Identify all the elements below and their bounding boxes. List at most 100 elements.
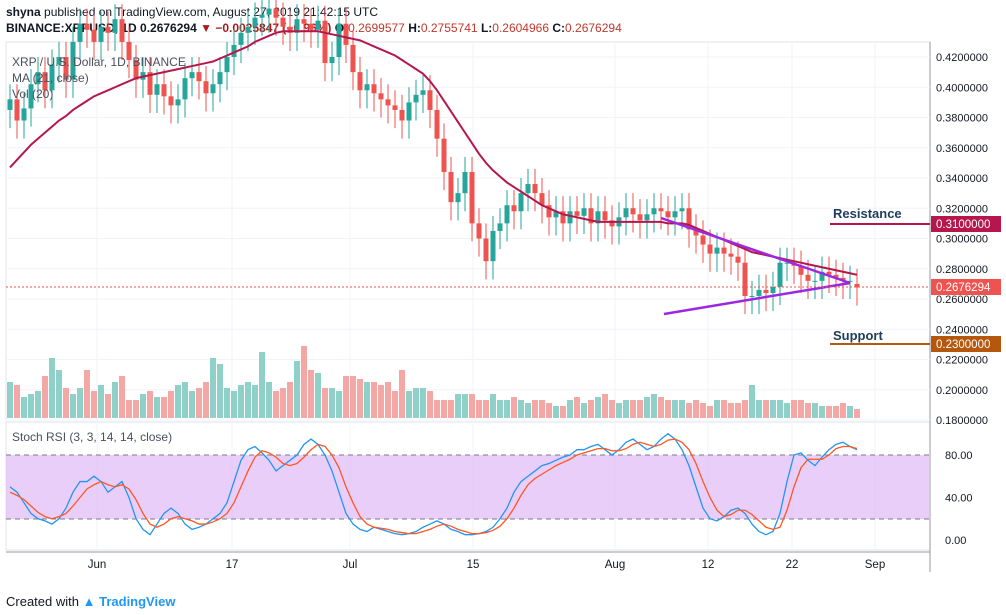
volume-bar <box>546 403 552 418</box>
candle-body <box>84 23 90 30</box>
volume-bar <box>252 385 258 418</box>
price-tick-label: 0.2200000 <box>936 355 988 367</box>
volume-bar <box>854 409 860 418</box>
volume-bar <box>826 406 832 418</box>
candle-body <box>756 289 762 296</box>
candle-body <box>609 220 615 227</box>
volume-bar <box>147 391 153 418</box>
volume-bar <box>483 400 489 418</box>
triangle-upper-line[interactable] <box>660 216 851 285</box>
volume-bar <box>441 400 447 418</box>
price-axis[interactable]: 0.4200000 0.4000000 0.3800000 0.3600000 0.34… <box>936 52 988 427</box>
candle-body <box>462 171 468 194</box>
volume-bar <box>182 382 188 418</box>
volume-bar <box>749 385 755 418</box>
volume-bar <box>805 403 811 418</box>
candle-body <box>595 211 601 224</box>
candle-body <box>399 109 405 121</box>
volume-bar <box>49 358 55 418</box>
volume-bar <box>315 373 321 418</box>
candle-body <box>147 72 153 95</box>
candle-body <box>742 262 748 296</box>
candle-body <box>133 60 139 80</box>
support-tag <box>931 336 1001 352</box>
volume-bar <box>798 400 804 418</box>
close-value: 0.2676294 <box>565 21 622 35</box>
triangle-lower-line[interactable] <box>663 281 851 316</box>
volume-bar <box>126 400 132 418</box>
volume-bar <box>847 406 853 418</box>
volume-bar <box>511 397 517 418</box>
volume-bar <box>399 370 405 418</box>
candles <box>7 0 860 315</box>
volume-bar <box>196 388 202 418</box>
volume-bar <box>294 361 300 418</box>
price-tick-label: 0.3600000 <box>936 143 988 155</box>
candle-body <box>91 29 97 42</box>
candle-body <box>329 57 335 64</box>
chart-header: shyna published on TradingView.com, Augu… <box>6 4 996 44</box>
publish-line: shyna published on TradingView.com, Augu… <box>6 4 996 20</box>
volume-bar <box>623 400 629 418</box>
volume-bar <box>735 403 741 418</box>
candle-body <box>413 94 419 103</box>
volume-bar <box>833 406 839 418</box>
symbol: BINANCE:XRPUSD, 1D <box>6 21 137 35</box>
time-axis[interactable]: Jun 17 Jul 15 Aug 12 22 Sep <box>88 559 886 571</box>
tradingview-logo-icon: ▲ <box>82 594 96 609</box>
candle-body <box>308 23 314 30</box>
volume-bar <box>329 388 335 418</box>
candle-body <box>833 274 839 278</box>
price-pane <box>5 41 931 421</box>
volume-bars <box>7 346 860 418</box>
author-name[interactable]: shyna <box>6 5 41 19</box>
volume-bar <box>714 400 720 418</box>
candle-body <box>203 81 209 94</box>
volume-bar <box>63 388 69 418</box>
volume-bar <box>588 400 594 418</box>
price-tick-label: 0.3000000 <box>936 234 988 246</box>
volume-bar <box>378 385 384 418</box>
rsi-tick-label: 0.00 <box>945 535 966 547</box>
volume-bar <box>651 394 657 418</box>
candle-body <box>532 184 538 194</box>
candle-body <box>581 208 587 216</box>
volume-bar <box>455 394 461 418</box>
price-tick-label: 0.2800000 <box>936 264 988 276</box>
volume-bar <box>693 400 699 418</box>
volume-bar <box>665 400 671 418</box>
candle-body <box>819 271 825 281</box>
candle-body <box>497 223 503 231</box>
volume-bar <box>119 376 125 418</box>
volume-bar <box>770 400 776 418</box>
candle-body <box>238 32 244 45</box>
rsi-tick-label: 40.00 <box>945 493 973 505</box>
support-tag-text: 0.2300000 <box>936 339 990 351</box>
volume-bar <box>728 403 734 418</box>
candle-body <box>707 244 713 254</box>
candle-body <box>406 102 412 121</box>
candle-body <box>175 99 181 106</box>
candle-body <box>343 23 349 45</box>
rsi-axis[interactable]: 80.00 40.00 0.00 <box>945 450 973 547</box>
volume-bar <box>686 403 692 418</box>
volume-bar <box>14 385 20 418</box>
candle-body <box>826 271 832 275</box>
candle-body <box>182 78 188 100</box>
volume-bar <box>210 358 216 418</box>
legend-vol: Vol (20) <box>12 87 53 101</box>
volume-bar <box>371 382 377 418</box>
candle-body <box>518 193 524 212</box>
volume-bar <box>756 400 762 418</box>
candle-body <box>630 208 636 215</box>
volume-bar <box>462 394 468 418</box>
candle-body <box>420 90 426 95</box>
candle-body <box>623 208 629 218</box>
candle-body <box>98 26 104 42</box>
candle-body <box>770 286 776 293</box>
candle-body <box>273 8 279 18</box>
tradingview-brand[interactable]: TradingView <box>99 594 176 609</box>
candle-body <box>504 205 510 224</box>
candle-body <box>56 57 62 65</box>
